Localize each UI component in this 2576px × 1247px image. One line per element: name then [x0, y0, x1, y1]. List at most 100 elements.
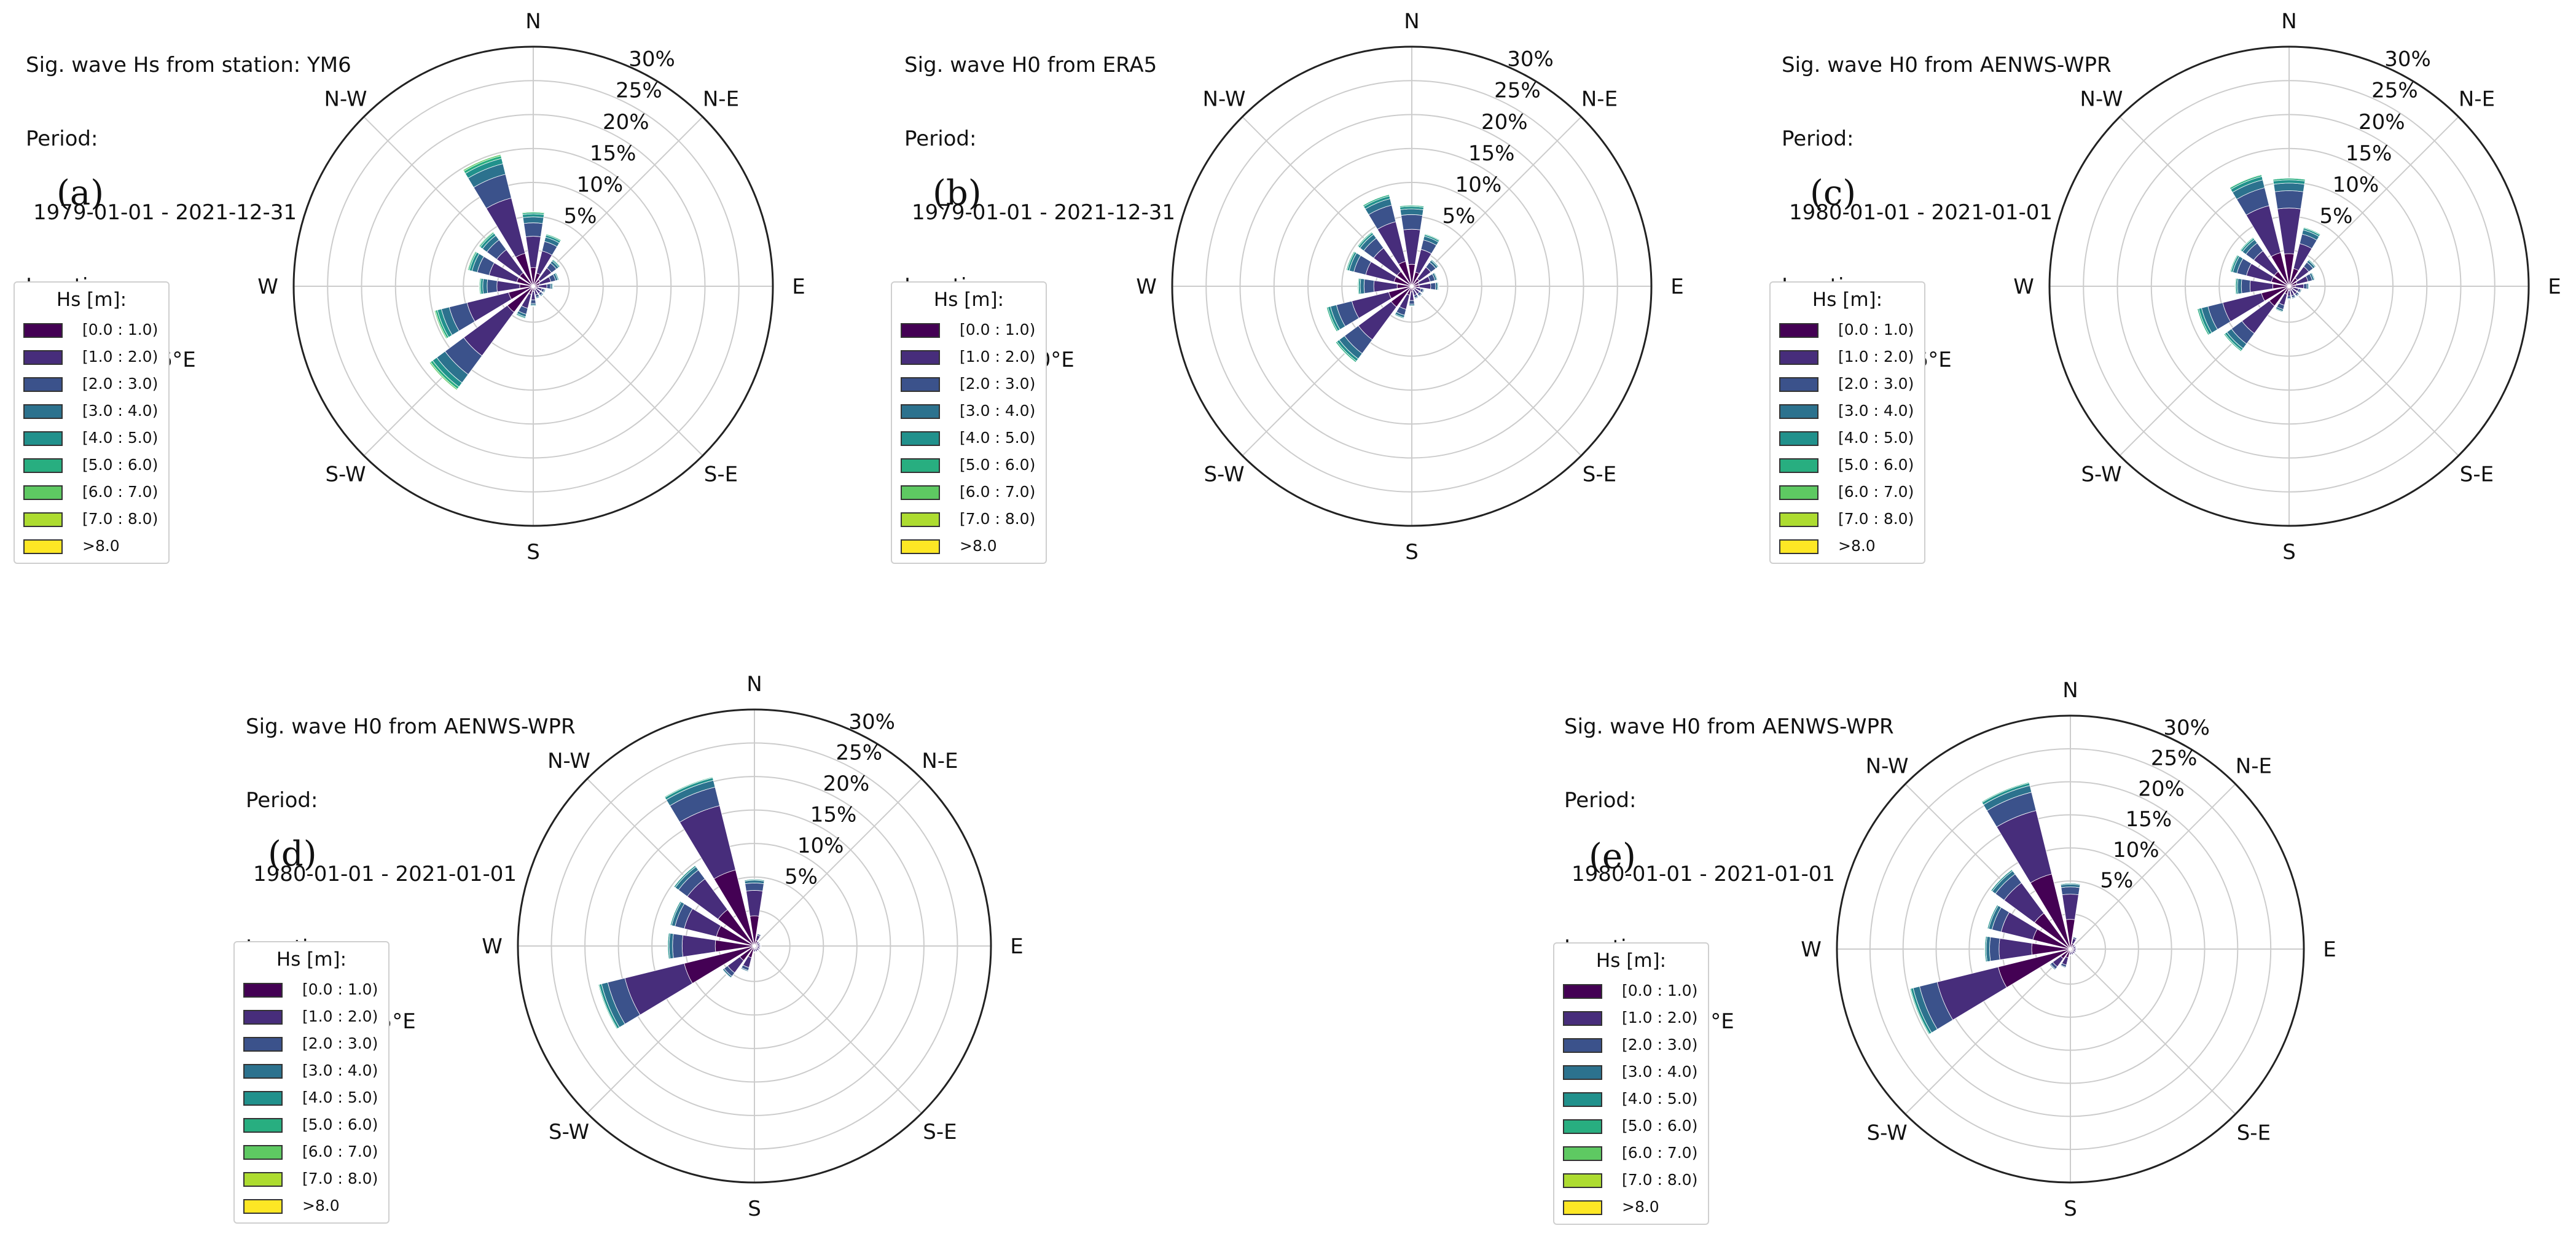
rose-bar-segment: [2229, 174, 2262, 189]
legend-label: [3.0 : 4.0): [1622, 1063, 1698, 1081]
radial-tick-label: 25%: [2371, 79, 2418, 103]
legend-label: [1.0 : 2.0): [960, 348, 1036, 366]
grid-ring: [394, 147, 672, 425]
grid-ring: [1935, 814, 2206, 1084]
legend-swatch: [23, 431, 63, 446]
direction-label: S-W: [2081, 462, 2121, 487]
legend-swatch: [243, 1037, 283, 1052]
legend-label: [6.0 : 7.0): [1622, 1144, 1698, 1162]
direction-label: N-E: [703, 87, 739, 112]
direction-label: N-W: [2080, 87, 2123, 112]
direction-label: S-W: [549, 1120, 589, 1144]
rose-bar-segment: [1424, 233, 1441, 241]
radial-tick-label: 15%: [2126, 807, 2172, 832]
rose-bar-segment: [1423, 289, 1425, 294]
rose-bar-segment: [1435, 272, 1439, 280]
legend-swatch: [1779, 485, 1818, 500]
grid-ring: [651, 843, 858, 1049]
rose-bar-segment: [552, 258, 562, 267]
rose-bar-segment: [2312, 272, 2316, 280]
panel-d-legend: Hs [m]: [0.0 : 1.0) [1.0 : 2.0) [2.0 : 3.0)…: [233, 941, 390, 1224]
direction-label: N-E: [2459, 87, 2495, 112]
rose-frame: [1836, 714, 2305, 1184]
direction-label: E: [2323, 937, 2336, 962]
rose-bar-segment: [530, 305, 537, 307]
rose-bar-segment: [2073, 952, 2077, 955]
direction-label: N-E: [1581, 87, 1618, 112]
direction-label: N-E: [2236, 754, 2272, 779]
radial-tick-label: 30%: [2384, 47, 2431, 72]
grid-ring: [1205, 80, 1618, 493]
legend-swatch: [901, 485, 940, 500]
rose-bar-segment: [2274, 309, 2283, 313]
grid-ring: [2083, 80, 2496, 493]
legend-swatch: [1563, 1146, 1602, 1161]
legend-label: [4.0 : 5.0): [82, 429, 159, 447]
rose-bar-segment: [1393, 315, 1404, 320]
legend-label: [0.0 : 1.0): [1622, 982, 1698, 999]
radial-tick-label: 5%: [785, 864, 818, 889]
grid-ring: [2116, 114, 2462, 459]
grid-spoke: [2288, 116, 2459, 287]
legend-label: [5.0 : 6.0): [302, 1116, 378, 1133]
legend-label: [2.0 : 3.0): [82, 375, 159, 393]
radial-tick-label: 20%: [2359, 110, 2405, 135]
grid-ring: [429, 182, 638, 391]
radial-tick-label: 25%: [616, 79, 662, 103]
panel-e-label: (e): [1589, 837, 1636, 877]
legend-swatch: [1563, 984, 1602, 999]
legend-swatch: [1563, 1200, 1602, 1215]
direction-label: S: [748, 1197, 761, 1221]
legend-title: Hs [m]:: [276, 948, 347, 971]
radial-tick-label: 20%: [823, 772, 870, 796]
rose-bar-segment: [2073, 943, 2077, 946]
radial-tick-label: 15%: [2346, 141, 2392, 166]
rose-bar-segment: [673, 864, 695, 887]
direction-label: S: [2282, 540, 2296, 565]
direction-label: S: [1405, 540, 1419, 565]
direction-label: E: [1670, 275, 1683, 299]
rose-bar-segment: [1981, 781, 2030, 803]
legend-label: [6.0 : 7.0): [1838, 483, 1914, 501]
panel-b-period-label: Period:: [904, 127, 977, 151]
panel-d-label: (d): [268, 834, 317, 874]
rose-bar-segment: [2073, 936, 2078, 939]
legend-label: [0.0 : 1.0): [302, 980, 378, 998]
legend-label: [7.0 : 8.0): [302, 1170, 378, 1187]
legend-swatch: [23, 512, 63, 527]
radial-tick-label: 15%: [1468, 141, 1515, 166]
radial-tick-label: 30%: [628, 47, 675, 72]
rose-bar-segment: [546, 233, 562, 241]
rose-bar-segment: [1986, 904, 1998, 929]
legend-swatch: [23, 377, 63, 392]
legend-label: [7.0 : 8.0): [1838, 510, 1914, 528]
panel-a-period-label: Period:: [26, 127, 98, 151]
direction-label: N: [525, 9, 541, 34]
radial-tick-label: 30%: [848, 710, 895, 734]
legend-swatch: [1779, 323, 1818, 338]
legend-swatch: [243, 983, 283, 998]
rose-bar-segment: [1438, 281, 1439, 291]
panel-e-legend: Hs [m]: [0.0 : 1.0) [1.0 : 2.0) [2.0 : 3.0)…: [1553, 942, 1709, 1225]
rose-bar-segment: [759, 942, 762, 945]
panel-a-title: Sig. wave Hs from station: YM6: [26, 53, 351, 77]
legend-swatch: [1563, 1065, 1602, 1080]
legend-label: [0.0 : 1.0): [1838, 321, 1914, 338]
legend-swatch: [1779, 431, 1818, 446]
rose-bar-segment: [1326, 307, 1337, 332]
direction-label: W: [2013, 275, 2034, 299]
panel-d-period: 1980-01-01 - 2021-01-01: [253, 862, 517, 886]
rose-frame: [517, 708, 992, 1184]
legend-label: [7.0 : 8.0): [1622, 1171, 1698, 1189]
rose-bar-segment: [1990, 869, 2013, 891]
legend-label: [6.0 : 7.0): [82, 483, 159, 501]
legend-swatch: [1779, 377, 1818, 392]
legend-swatch: [1563, 1092, 1602, 1107]
legend-label: [5.0 : 6.0): [1622, 1117, 1698, 1135]
grid-ring: [327, 80, 740, 493]
grid-spoke: [754, 778, 922, 947]
radial-tick-label: 20%: [603, 110, 649, 135]
rose-bar-segment: [434, 310, 448, 340]
